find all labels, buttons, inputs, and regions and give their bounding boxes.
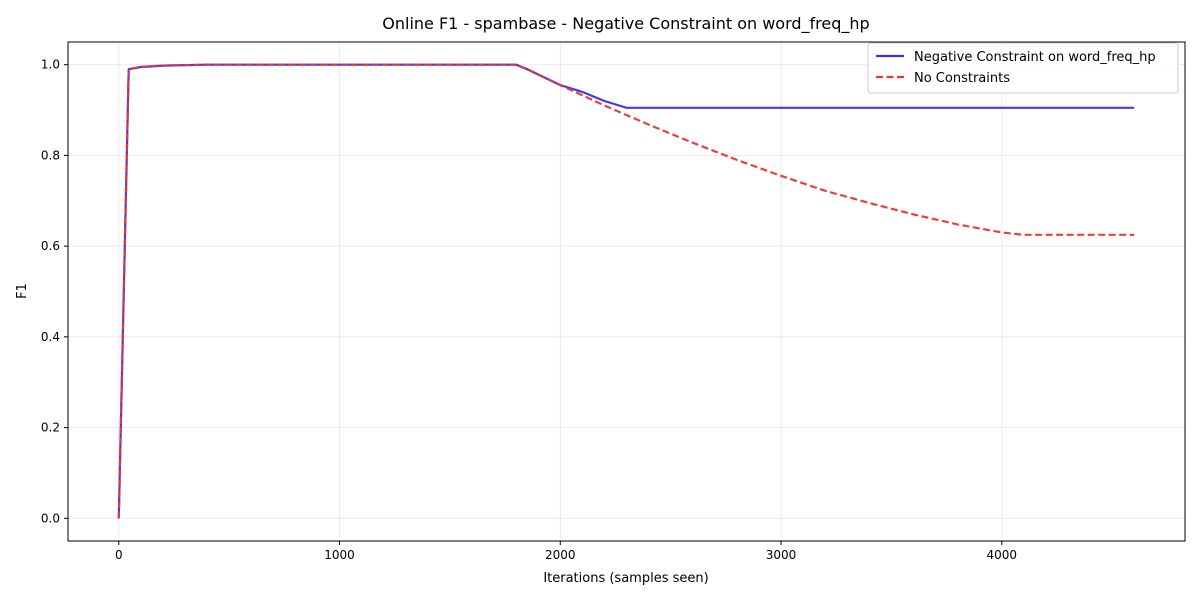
y-tick-label: 0.8 bbox=[41, 148, 60, 162]
plot-frame bbox=[67, 41, 1186, 542]
x-tick-label: 1000 bbox=[324, 548, 355, 562]
legend-box bbox=[867, 42, 1179, 94]
series-layer bbox=[117, 63, 1135, 519]
y-tick-label: 0.6 bbox=[41, 239, 60, 253]
y-tick-label: 0.2 bbox=[41, 421, 60, 435]
legend-label-negative-constraint: Negative Constraint on word_freq_hp bbox=[914, 50, 1156, 65]
y-tick-label: 0.0 bbox=[41, 511, 60, 525]
series-line-no-constraints bbox=[117, 63, 1135, 519]
x-tick-label: 3000 bbox=[766, 548, 797, 562]
y-tick-label: 1.0 bbox=[41, 58, 60, 72]
chart-title: Online F1 - spambase - Negative Constrai… bbox=[382, 14, 869, 34]
x-axis-label: Iterations (samples seen) bbox=[543, 571, 708, 586]
x-axis-ticks: 0 1000 2000 3000 4000 bbox=[115, 541, 1017, 562]
x-tick-label: 4000 bbox=[987, 548, 1018, 562]
legend: Negative Constraint on word_freq_hp No C… bbox=[867, 42, 1179, 94]
x-tick-label: 2000 bbox=[545, 548, 576, 562]
y-tick-label: 0.4 bbox=[41, 330, 60, 344]
y-axis-ticks: 0.0 0.2 0.4 0.6 0.8 1.0 bbox=[41, 58, 68, 525]
legend-label-no-constraints: No Constraints bbox=[914, 71, 1010, 86]
x-tick-label: 0 bbox=[115, 548, 123, 562]
y-axis-label: F1 bbox=[15, 283, 30, 299]
series-line-negative-constraint bbox=[117, 63, 1135, 519]
